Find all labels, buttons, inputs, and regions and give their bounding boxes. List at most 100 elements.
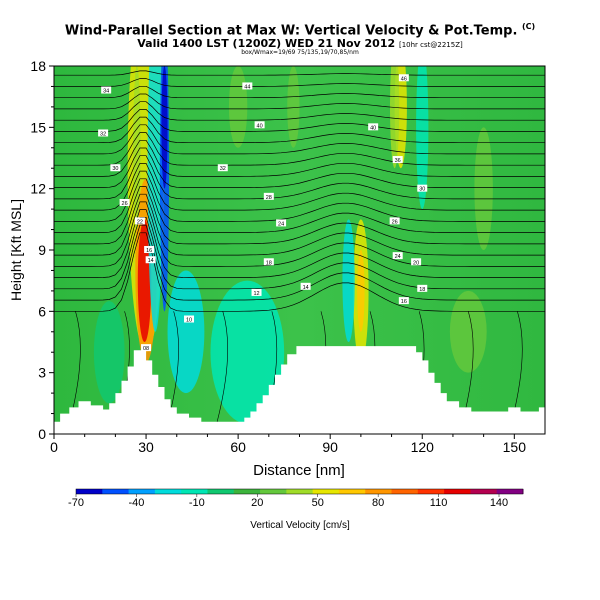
contour-label-text: 26 <box>122 201 128 207</box>
y-tick-label-1: 3 <box>38 365 46 381</box>
chart-subtitle: Valid 1400 LST (1200Z) WED 21 Nov 2012 [… <box>0 37 600 50</box>
contour-label-18: 40 <box>368 123 379 131</box>
x-axis-label: Distance [nm] <box>253 462 345 479</box>
contour-label-text: 12 <box>253 291 259 297</box>
velocity-cell-14 <box>416 66 429 210</box>
velocity-field <box>93 66 493 424</box>
isentrope-line-21 <box>54 70 545 76</box>
y-axis: 0 3 6 9 12 15 18 <box>30 58 54 442</box>
colorbar-tick-label-3: 20 <box>251 497 263 509</box>
velocity-cell-8 <box>167 270 205 394</box>
contour-label-13: 24 <box>276 219 287 227</box>
x-tick-label-3: 90 <box>322 439 338 455</box>
chart-title-text: Wind-Parallel Section at Max W: Vertical… <box>64 23 518 39</box>
colorbar-swatch-6 <box>233 489 261 494</box>
contour-label-text: 28 <box>266 195 272 201</box>
velocity-cell-19 <box>449 290 487 373</box>
contour-label-22: 24 <box>392 252 403 260</box>
colorbar-tick-label-7: 140 <box>490 497 508 509</box>
contour-label-10: 40 <box>254 121 265 129</box>
contour-label-bg <box>417 284 428 292</box>
y-tick-label-2: 6 <box>38 303 46 319</box>
contour-label-3: 26 <box>119 198 130 207</box>
y-tick-label-6: 18 <box>30 58 46 74</box>
contour-label-text: 18 <box>266 260 272 266</box>
colorbar-swatch-15 <box>470 489 498 494</box>
colorbar-swatch-4 <box>181 489 208 494</box>
contour-label-7: 10 <box>184 315 195 324</box>
contour-label-4: 22 <box>134 217 145 225</box>
contour-label-bg <box>251 288 262 296</box>
contour-label-bg <box>110 164 121 172</box>
contour-label-bg <box>392 252 403 260</box>
contour-label-bg <box>411 258 422 266</box>
colorbar-tick-label-6: 110 <box>430 497 448 509</box>
contour-label-text: 24 <box>395 254 401 260</box>
contour-label-text: 16 <box>146 248 152 254</box>
contour-label-text: 32 <box>100 131 106 137</box>
contour-label-bg <box>134 217 145 225</box>
colorbar-swatch-7 <box>260 489 287 494</box>
contour-label-bg <box>119 198 130 206</box>
isentrope-line-4 <box>54 201 545 267</box>
contour-label-text: 26 <box>392 219 398 225</box>
contour-label-21: 26 <box>389 217 400 225</box>
contour-label-text: 34 <box>103 89 109 95</box>
contour-label-text: 14 <box>148 258 154 264</box>
colorbar-swatch-16 <box>496 489 524 494</box>
y-tick-label-3: 9 <box>38 242 46 258</box>
contour-label-text: 40 <box>370 125 376 131</box>
colorbar-tick-label-5: 80 <box>372 497 384 509</box>
velocity-cell-17 <box>287 66 300 148</box>
colorbar-swatch-9 <box>312 489 340 494</box>
chart-subsubtitle: box/Wmax=19/69 75/135,19/70,85/nm <box>241 49 359 56</box>
contour-label-text: 30 <box>112 166 118 172</box>
colorbar-tick-label-1: -40 <box>128 497 144 509</box>
colorbar-swatch-2 <box>128 489 156 494</box>
contour-label-bg <box>263 258 274 266</box>
contour-label-17: 46 <box>398 74 409 82</box>
isentrope-line-7 <box>54 178 545 233</box>
contour-label-text: 36 <box>395 158 401 164</box>
contour-label-text: 22 <box>137 219 143 225</box>
colorbar-swatch-10 <box>338 489 366 494</box>
contour-label-2: 30 <box>110 164 121 172</box>
contour-label-9: 44 <box>242 82 253 90</box>
contour-label-bg <box>101 86 112 94</box>
isentrope-line-1 <box>54 224 545 301</box>
velocity-cell-9 <box>93 301 125 404</box>
isentrope-line-19 <box>54 85 545 99</box>
colorbar-swatch-5 <box>207 489 235 494</box>
isentrope-line-18 <box>54 93 545 110</box>
contour-label-text: 32 <box>220 166 226 172</box>
isentrope-line-15 <box>54 116 545 144</box>
contour-label-25: 16 <box>398 297 409 305</box>
colorbar-swatch-14 <box>444 489 471 494</box>
contour-label-6: 14 <box>145 256 156 264</box>
y-tick-label-5: 15 <box>30 119 46 135</box>
isentrope-line-13 <box>54 132 545 166</box>
contour-label-text: 16 <box>401 299 407 305</box>
contour-label-bg <box>217 164 228 172</box>
velocity-cell-12 <box>342 219 355 342</box>
contour-label-bg <box>263 192 274 200</box>
y-tick-label-4: 12 <box>30 181 46 197</box>
colorbar-swatch-8 <box>286 489 314 494</box>
colorbar-tick-label-0: -70 <box>68 497 84 509</box>
contour-label-16: 12 <box>251 288 262 297</box>
contour-label-bg <box>141 344 152 352</box>
contour-label-bg <box>98 129 109 137</box>
contour-label-8: 08 <box>141 344 152 352</box>
contour-labels: 34 32 30 26 22 16 14 10 08 44 40 32 28 24 18 14 12 46 40 36… <box>98 74 428 352</box>
isentrope-low-3 <box>216 311 228 424</box>
isentrope-line-20 <box>54 78 545 87</box>
colorbar: -70 -40 -10 20 50 80 110 140 <box>68 488 524 509</box>
velocity-cell-18 <box>474 127 493 250</box>
contour-label-bg <box>144 246 155 253</box>
colorbar-label: Vertical Velocity [cm/s] <box>250 520 350 531</box>
chart-subtitle-text: Valid 1400 LST (1200Z) WED 21 Nov 2012 <box>137 37 396 50</box>
isentrope-line-2 <box>54 216 545 290</box>
contour-label-23: 20 <box>411 258 422 266</box>
contour-label-24: 18 <box>417 284 428 293</box>
